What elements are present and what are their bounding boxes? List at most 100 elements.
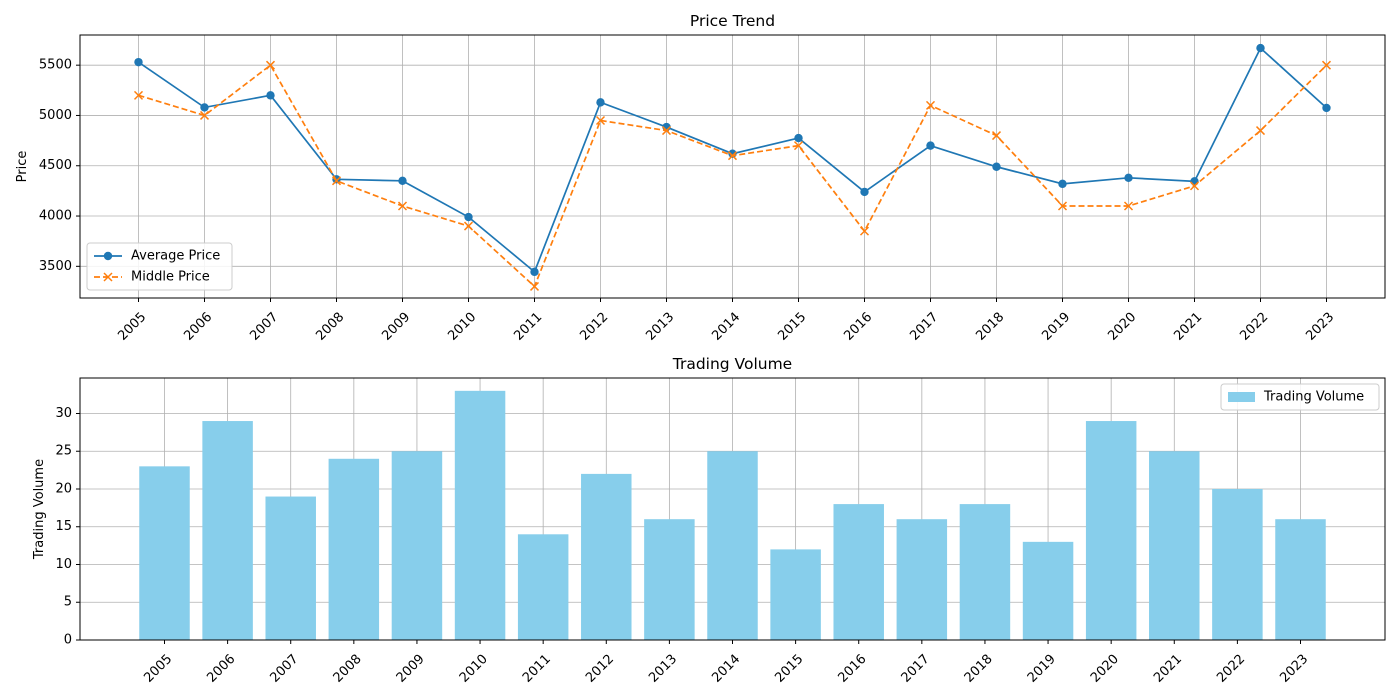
chart-title: Price Trend [690,12,775,30]
chart-title: Trading Volume [672,355,792,373]
x-tick-label: 2020 [1105,310,1139,344]
bar-2019 [1023,542,1073,640]
x-axis-ticks: 2005 2006 2007 2008 2009 2010 2011 2012 2013 2014… [115,298,1337,344]
y-tick-label: 3500 [39,259,72,274]
x-tick-label: 2005 [115,310,149,344]
x-tick-label: 2006 [181,310,215,344]
x-tick-label: 2009 [394,652,428,686]
x-tick-label: 2022 [1237,310,1271,344]
data-point-0-2018 [992,163,1000,171]
x-tick-label: 2013 [646,652,680,686]
x-axis-ticks: 2005200620072008200920102011201220132014… [141,640,1311,686]
legend-marker [104,252,112,260]
x-tick-label: 2009 [379,310,413,344]
bar-2020 [1086,421,1136,640]
data-point-0-2011 [530,268,538,276]
bar-2008 [329,459,379,640]
data-point-0-2012 [596,98,604,106]
bar-2010 [455,391,505,640]
legend-swatch [1228,392,1255,402]
y-axis-label: Trading Volume [32,459,47,560]
x-tick-label: 2017 [907,310,941,344]
bar-2007 [265,497,315,640]
data-point-0-2009 [398,177,406,185]
bar-2009 [392,451,442,640]
x-tick-label: 2006 [204,652,238,686]
y-tick-label: 25 [55,444,72,459]
chart-panel-0: 2005 2006 2007 2008 2009 2010 2011 2012 2013 2014… [15,12,1385,344]
data-point-0-2015 [794,134,802,142]
legend: Average Price Middle Price [87,243,232,290]
bar-2016 [833,504,883,640]
x-tick-label: 2014 [709,652,743,686]
x-tick-label: 2016 [841,310,875,344]
bar-2014 [707,451,757,640]
y-axis-ticks: 0 5 10 15 20 25 30 [55,406,80,648]
y-tick-label: 4000 [39,209,72,224]
x-tick-label: 2007 [247,310,281,344]
chart-panel-1: 2005200620072008200920102011201220132014… [32,355,1385,686]
bar-2023 [1275,519,1325,640]
x-tick-label: 2012 [583,652,617,686]
y-tick-label: 30 [55,406,72,421]
data-point-0-2007 [266,91,274,99]
legend-label: Trading Volume [1263,390,1364,405]
y-tick-label: 5000 [39,108,72,123]
x-tick-label: 2005 [141,652,175,686]
x-tick-label: 2013 [643,310,677,344]
data-point-0-2020 [1124,174,1132,182]
x-tick-label: 2014 [709,310,743,344]
x-tick-label: 2008 [313,310,347,344]
y-tick-label: 0 [64,633,72,648]
x-tick-label: 2021 [1151,652,1185,686]
y-tick-label: 4500 [39,158,72,173]
legend-label: Middle Price [131,270,210,285]
bar-2018 [960,504,1010,640]
x-tick-label: 2015 [775,310,809,344]
data-point-0-2006 [200,103,208,111]
data-point-0-2019 [1058,180,1066,188]
bar-2012 [581,474,631,640]
x-tick-label: 2023 [1277,652,1311,686]
bar-2005 [139,466,189,640]
x-tick-label: 2011 [511,310,545,344]
x-tick-label: 2012 [577,310,611,344]
x-tick-label: 2019 [1025,652,1059,686]
bar-2017 [897,519,947,640]
data-point-0-2016 [860,188,868,196]
x-tick-label: 2020 [1088,652,1122,686]
y-axis-ticks: 3500 4000 4500 5000 5500 [39,58,80,274]
bar-2022 [1212,489,1262,640]
y-tick-label: 20 [55,481,72,496]
x-tick-label: 2021 [1171,310,1205,344]
bar-2013 [644,519,694,640]
data-point-0-2010 [464,213,472,221]
bar-2021 [1149,451,1199,640]
bar-2006 [202,421,252,640]
y-axis-label: Price [15,151,30,183]
x-tick-label: 2023 [1303,310,1337,344]
bar-2011 [518,534,568,640]
x-tick-label: 2008 [331,652,365,686]
x-tick-label: 2010 [457,652,491,686]
data-point-0-2017 [926,141,934,149]
y-tick-label: 5 [64,595,72,610]
x-tick-label: 2015 [772,652,806,686]
y-tick-label: 15 [55,519,72,534]
x-tick-label: 2016 [836,652,870,686]
legend-label: Average Price [131,249,220,264]
y-tick-label: 10 [55,557,72,572]
x-tick-label: 2017 [899,652,933,686]
x-tick-label: 2019 [1039,310,1073,344]
data-point-0-2023 [1322,104,1330,112]
x-tick-label: 2022 [1214,652,1248,686]
legend: Trading Volume [1221,384,1379,410]
y-tick-label: 5500 [39,58,72,73]
x-tick-label: 2018 [962,652,996,686]
x-tick-label: 2010 [445,310,479,344]
x-tick-label: 2007 [268,652,302,686]
data-point-0-2022 [1256,44,1264,52]
bar-2015 [770,549,820,640]
x-tick-label: 2018 [973,310,1007,344]
